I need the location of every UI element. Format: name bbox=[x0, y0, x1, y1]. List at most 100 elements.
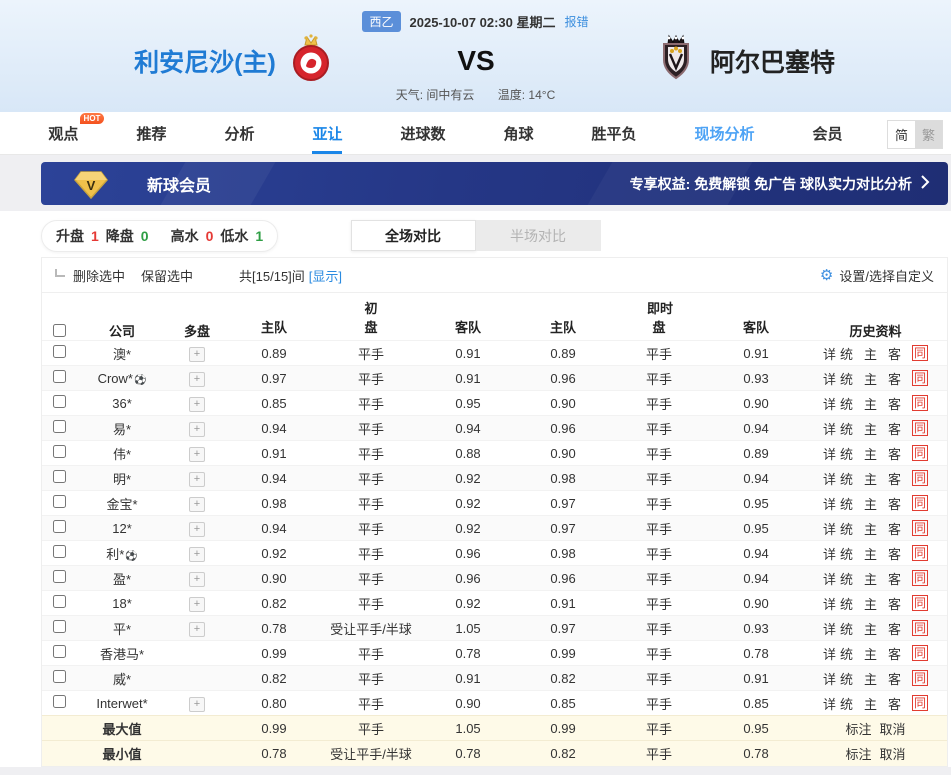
history-link-主[interactable]: 主 bbox=[864, 671, 878, 687]
history-link-详[interactable]: 详统 bbox=[823, 346, 858, 362]
expand-multi-button[interactable]: + bbox=[189, 371, 205, 387]
home-team-name[interactable]: 利安尼沙(主) bbox=[134, 48, 276, 77]
history-link-同[interactable]: 同 bbox=[912, 370, 929, 386]
history-link-详[interactable]: 详统 bbox=[823, 421, 858, 437]
history-link-主[interactable]: 主 bbox=[864, 471, 878, 487]
expand-multi-button[interactable]: + bbox=[189, 621, 205, 637]
expand-multi-button[interactable]: + bbox=[189, 571, 205, 587]
summary-action-取消[interactable]: 取消 bbox=[879, 746, 906, 762]
tab-分析[interactable]: 分析 bbox=[224, 125, 255, 143]
company-name[interactable]: 12* bbox=[76, 515, 168, 541]
history-link-同[interactable]: 同 bbox=[912, 470, 929, 486]
keep-selected-button[interactable]: 保留选中 bbox=[141, 268, 194, 284]
company-name[interactable]: 明* bbox=[76, 465, 168, 491]
history-link-主[interactable]: 主 bbox=[864, 596, 878, 612]
summary-action-取消[interactable]: 取消 bbox=[879, 721, 906, 737]
history-link-同[interactable]: 同 bbox=[912, 670, 929, 686]
tab-half-match[interactable]: 半场对比 bbox=[475, 220, 601, 251]
history-link-同[interactable]: 同 bbox=[912, 620, 929, 636]
history-link-主[interactable]: 主 bbox=[864, 421, 878, 437]
company-name[interactable]: 18* bbox=[76, 590, 168, 616]
history-link-同[interactable]: 同 bbox=[912, 570, 929, 586]
history-link-客[interactable]: 客 bbox=[888, 346, 902, 362]
company-name[interactable]: Crow*⚽ bbox=[76, 365, 168, 391]
expand-multi-button[interactable]: + bbox=[189, 546, 205, 562]
history-link-主[interactable]: 主 bbox=[864, 571, 878, 587]
history-link-详[interactable]: 详统 bbox=[823, 596, 858, 612]
expand-multi-button[interactable]: + bbox=[189, 396, 205, 412]
company-name[interactable]: 平* bbox=[76, 615, 168, 641]
tab-进球数[interactable]: 进球数 bbox=[400, 125, 446, 143]
history-link-详[interactable]: 详统 bbox=[823, 396, 858, 412]
row-checkbox[interactable] bbox=[52, 545, 66, 558]
history-link-同[interactable]: 同 bbox=[912, 645, 929, 661]
company-name[interactable]: 盈* bbox=[76, 565, 168, 591]
history-link-主[interactable]: 主 bbox=[864, 546, 878, 562]
history-link-详[interactable]: 详统 bbox=[823, 621, 858, 637]
row-checkbox[interactable] bbox=[52, 645, 66, 658]
history-link-详[interactable]: 详统 bbox=[823, 521, 858, 537]
expand-multi-button[interactable]: + bbox=[189, 471, 205, 487]
away-team-name[interactable]: 阿尔巴塞特 bbox=[710, 48, 836, 77]
history-link-主[interactable]: 主 bbox=[864, 646, 878, 662]
expand-multi-button[interactable]: + bbox=[189, 421, 205, 437]
lang-simplified-button[interactable]: 简 bbox=[888, 121, 915, 148]
row-checkbox[interactable] bbox=[52, 445, 66, 458]
history-link-详[interactable]: 详统 bbox=[823, 471, 858, 487]
history-link-客[interactable]: 客 bbox=[888, 621, 902, 637]
company-name[interactable]: 香港马* bbox=[76, 640, 168, 666]
history-link-客[interactable]: 客 bbox=[888, 596, 902, 612]
expand-multi-button[interactable]: + bbox=[189, 446, 205, 462]
row-checkbox[interactable] bbox=[52, 470, 66, 483]
history-link-客[interactable]: 客 bbox=[888, 471, 902, 487]
history-link-客[interactable]: 客 bbox=[888, 396, 902, 412]
summary-action-标注[interactable]: 标注 bbox=[845, 721, 872, 737]
summary-action-标注[interactable]: 标注 bbox=[845, 746, 872, 762]
history-link-同[interactable]: 同 bbox=[912, 695, 929, 711]
history-link-客[interactable]: 客 bbox=[888, 446, 902, 462]
history-link-详[interactable]: 详统 bbox=[823, 546, 858, 562]
row-checkbox[interactable] bbox=[52, 370, 66, 383]
history-link-客[interactable]: 客 bbox=[888, 646, 902, 662]
company-name[interactable]: 伟* bbox=[76, 440, 168, 466]
expand-multi-button[interactable]: + bbox=[189, 346, 205, 362]
history-link-客[interactable]: 客 bbox=[888, 496, 902, 512]
row-checkbox[interactable] bbox=[52, 595, 66, 608]
expand-multi-button[interactable]: + bbox=[189, 521, 205, 537]
history-link-主[interactable]: 主 bbox=[864, 446, 878, 462]
history-link-客[interactable]: 客 bbox=[888, 571, 902, 587]
settings-button[interactable]: ⚙ 设置/选择自定义 bbox=[820, 266, 934, 285]
company-name[interactable]: 易* bbox=[76, 415, 168, 441]
history-link-同[interactable]: 同 bbox=[912, 520, 929, 536]
row-checkbox[interactable] bbox=[52, 670, 66, 683]
history-link-主[interactable]: 主 bbox=[864, 496, 878, 512]
history-link-同[interactable]: 同 bbox=[912, 545, 929, 561]
history-link-主[interactable]: 主 bbox=[864, 621, 878, 637]
history-link-客[interactable]: 客 bbox=[888, 546, 902, 562]
lang-traditional-button[interactable]: 繁 bbox=[915, 121, 942, 148]
history-link-同[interactable]: 同 bbox=[912, 345, 929, 361]
history-link-详[interactable]: 详统 bbox=[823, 446, 858, 462]
history-link-同[interactable]: 同 bbox=[912, 420, 929, 436]
expand-multi-button[interactable]: + bbox=[189, 596, 205, 612]
tab-观点[interactable]: 观点 HOT bbox=[48, 112, 105, 154]
history-link-客[interactable]: 客 bbox=[888, 421, 902, 437]
history-link-主[interactable]: 主 bbox=[864, 346, 878, 362]
row-checkbox[interactable] bbox=[52, 345, 66, 358]
company-name[interactable]: 36* bbox=[76, 390, 168, 416]
vip-banner[interactable]: V 新球会员 专享权益: 免费解锁 免广告 球队实力对比分析 bbox=[41, 162, 948, 205]
tab-full-match[interactable]: 全场对比 bbox=[350, 220, 476, 251]
history-link-主[interactable]: 主 bbox=[864, 696, 878, 712]
history-link-主[interactable]: 主 bbox=[864, 371, 878, 387]
company-name[interactable]: 威* bbox=[76, 665, 168, 691]
tab-现场分析[interactable]: 现场分析 bbox=[694, 125, 755, 143]
tab-会员[interactable]: 会员 bbox=[812, 125, 843, 143]
history-link-详[interactable]: 详统 bbox=[823, 696, 858, 712]
row-checkbox[interactable] bbox=[52, 520, 66, 533]
company-name[interactable]: 金宝* bbox=[76, 490, 168, 516]
report-error-link[interactable]: 报错 bbox=[564, 15, 589, 29]
expand-multi-button[interactable]: + bbox=[189, 496, 205, 512]
history-link-客[interactable]: 客 bbox=[888, 521, 902, 537]
history-link-详[interactable]: 详统 bbox=[823, 371, 858, 387]
expand-multi-button[interactable]: + bbox=[189, 696, 205, 712]
